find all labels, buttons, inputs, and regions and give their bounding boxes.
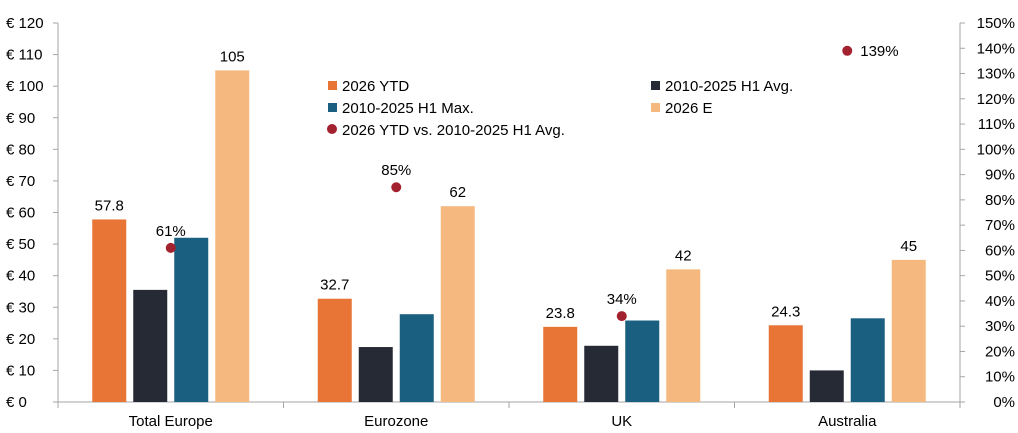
- y-left-tick-label: € 110: [6, 47, 42, 64]
- legend-swatch: [651, 81, 660, 90]
- x-tick-label: Total Europe: [129, 413, 213, 430]
- bar-labels: 57.8 32.7 23.8 24.3 105 62 42 45: [95, 48, 917, 321]
- y-left-tick-label: € 80: [6, 141, 35, 158]
- legend-swatch: [328, 103, 337, 112]
- bar: [92, 219, 127, 402]
- y-right-tick-label: 70%: [985, 217, 1015, 234]
- legend-label: 2010-2025 H1 Max.: [342, 100, 474, 117]
- marker-point: [616, 311, 627, 322]
- bars: [92, 70, 926, 402]
- legend-swatch: [651, 103, 660, 112]
- x-tick-label: Eurozone: [364, 413, 428, 430]
- y-right-tick-label: 120%: [977, 91, 1015, 108]
- legend-label: 2026 E: [665, 100, 713, 117]
- y-left-tick-label: € 100: [6, 78, 44, 95]
- bar: [174, 237, 209, 402]
- bar: [666, 269, 701, 402]
- y-left-tick-label: € 60: [6, 205, 35, 222]
- y-right-tick-label: 150%: [977, 15, 1015, 32]
- x-tick-label: UK: [611, 413, 632, 430]
- marker-data-label: 34%: [607, 291, 637, 308]
- y-right-tick-label: 60%: [985, 242, 1015, 259]
- y-right-tick-label: 110%: [978, 116, 1015, 133]
- y-right-tick-label: 100%: [977, 141, 1015, 158]
- bar-data-label: 62: [449, 184, 466, 201]
- bar: [584, 345, 619, 402]
- x-tick-label: Australia: [818, 413, 877, 430]
- marker-point: [165, 242, 176, 253]
- bar: [543, 326, 578, 402]
- y-left-tick-label: € 10: [6, 362, 35, 379]
- bar-data-label: 45: [900, 238, 917, 255]
- bar-data-label: 24.3: [771, 303, 800, 320]
- legend: 2026 YTD 2010-2025 H1 Avg. 2010-2025 H1 Ma…: [327, 78, 793, 139]
- bar: [399, 314, 434, 402]
- marker-point: [391, 182, 402, 193]
- legend-swatch: [328, 81, 337, 90]
- y-right-tick-label: 40%: [985, 293, 1015, 310]
- marker-point: [842, 45, 853, 56]
- y-right-tick-label: 0%: [993, 394, 1015, 411]
- y-left-tick-label: € 120: [6, 15, 44, 32]
- y-right-tick-label: 90%: [985, 167, 1015, 184]
- bar: [215, 70, 250, 402]
- marker-data-label: 139%: [860, 43, 898, 60]
- y-left-tick-label: € 30: [6, 299, 35, 316]
- y-left-tick-label: € 0: [6, 394, 27, 411]
- y-left-tick-label: € 40: [6, 268, 35, 285]
- y-right-tick-label: 30%: [985, 318, 1015, 335]
- y-right-tick-label: 10%: [985, 369, 1015, 386]
- marker-data-label: 85%: [381, 162, 411, 179]
- y-left-tick-label: € 20: [6, 331, 35, 348]
- bar: [625, 320, 660, 402]
- y-right-tick-label: 130%: [977, 66, 1015, 83]
- bar: [768, 325, 803, 402]
- bar-data-label: 23.8: [546, 305, 575, 322]
- y-right-tick-label: 80%: [985, 192, 1015, 209]
- bar: [891, 259, 926, 402]
- y-left-tick-label: € 90: [6, 110, 35, 127]
- y-right-tick-label: 50%: [985, 268, 1015, 285]
- bar-data-label: 57.8: [95, 197, 124, 214]
- bar: [133, 289, 168, 402]
- legend-label: 2026 YTD vs. 2010-2025 H1 Avg.: [342, 122, 565, 139]
- bar: [809, 370, 844, 402]
- marker-data-label: 61%: [156, 223, 186, 240]
- axes: € 0 € 10 € 20 € 30 € 40 € 50 € 60 € 70 € 80 € 90 €…: [6, 15, 1015, 430]
- y-right-tick-label: 140%: [977, 40, 1015, 57]
- bar: [850, 318, 885, 402]
- legend-swatch: [327, 124, 337, 134]
- y-left-tick-label: € 50: [6, 236, 35, 253]
- bar-data-label: 105: [220, 48, 245, 65]
- bar: [317, 298, 352, 402]
- bar: [358, 347, 393, 402]
- bar-data-label: 32.7: [320, 277, 349, 294]
- bar: [440, 206, 475, 402]
- y-right-tick-label: 20%: [985, 343, 1015, 360]
- bar-data-label: 42: [675, 247, 692, 264]
- y-left-tick-label: € 70: [6, 173, 35, 190]
- markers: 61% 85% 34% 139%: [156, 43, 899, 322]
- legend-label: 2026 YTD: [342, 78, 409, 95]
- legend-label: 2010-2025 H1 Avg.: [665, 78, 793, 95]
